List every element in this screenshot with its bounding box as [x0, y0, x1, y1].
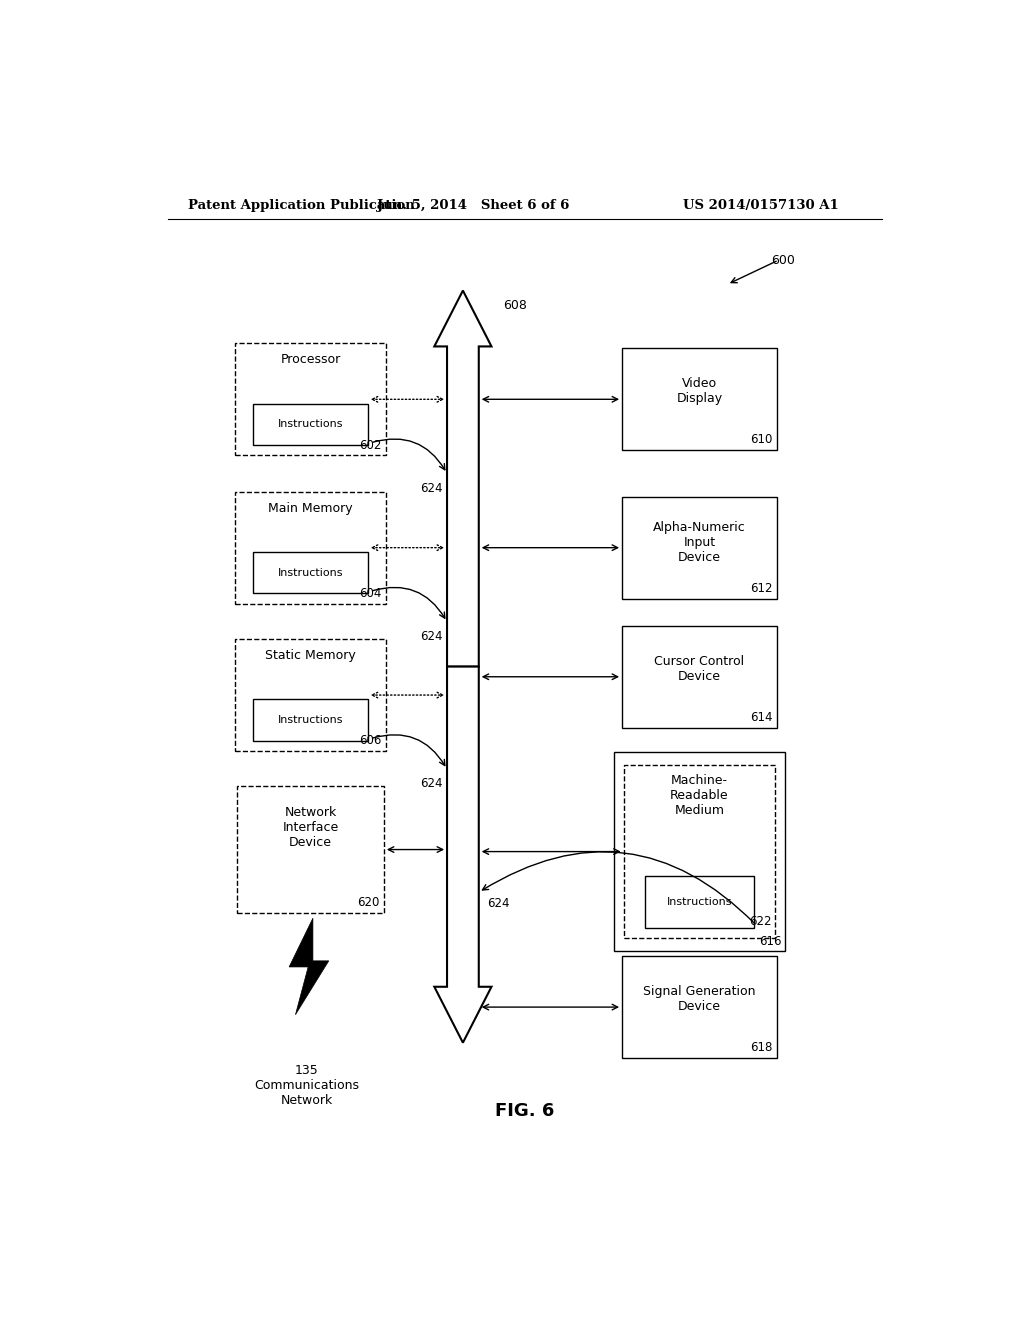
Text: 606: 606	[359, 734, 382, 747]
FancyBboxPatch shape	[236, 639, 386, 751]
Text: Signal Generation
Device: Signal Generation Device	[643, 985, 756, 1012]
Polygon shape	[434, 667, 492, 1043]
Text: Instructions: Instructions	[278, 568, 343, 578]
Text: 624: 624	[421, 630, 443, 643]
Text: Processor: Processor	[281, 354, 341, 366]
Text: 620: 620	[357, 896, 380, 909]
Text: 624: 624	[421, 777, 443, 791]
Ellipse shape	[244, 1072, 281, 1110]
Text: 135
Communications
Network: 135 Communications Network	[254, 1064, 359, 1107]
Text: Video
Display: Video Display	[676, 378, 723, 405]
Bar	[622, 496, 777, 598]
Ellipse shape	[262, 1086, 303, 1126]
Text: Instructions: Instructions	[667, 898, 732, 907]
Ellipse shape	[328, 1100, 365, 1134]
Ellipse shape	[319, 1041, 360, 1086]
Ellipse shape	[283, 1023, 331, 1072]
Text: 618: 618	[751, 1041, 773, 1055]
Text: 616: 616	[759, 935, 781, 948]
Text: 622: 622	[750, 915, 772, 928]
Ellipse shape	[309, 1086, 351, 1126]
Bar	[238, 785, 384, 913]
Ellipse shape	[254, 1043, 296, 1088]
Text: 624: 624	[421, 482, 443, 495]
Text: 608: 608	[504, 300, 527, 313]
Bar	[622, 956, 777, 1057]
Text: 604: 604	[359, 587, 382, 599]
Text: FIG. 6: FIG. 6	[496, 1102, 554, 1119]
Bar	[253, 404, 368, 445]
Bar	[622, 626, 777, 727]
Bar	[622, 348, 777, 450]
FancyBboxPatch shape	[236, 492, 386, 603]
FancyBboxPatch shape	[236, 343, 386, 455]
Text: Alpha-Numeric
Input
Device: Alpha-Numeric Input Device	[653, 521, 745, 564]
Text: US 2014/0157130 A1: US 2014/0157130 A1	[683, 198, 839, 211]
Ellipse shape	[333, 1069, 370, 1109]
Text: 602: 602	[359, 438, 382, 451]
Text: Cursor Control
Device: Cursor Control Device	[654, 655, 744, 682]
Polygon shape	[289, 919, 329, 1015]
Polygon shape	[434, 290, 492, 667]
Text: Instructions: Instructions	[278, 420, 343, 429]
Text: 614: 614	[751, 711, 773, 723]
Bar	[614, 752, 784, 950]
Text: Machine-
Readable
Medium: Machine- Readable Medium	[670, 774, 729, 817]
Bar	[253, 552, 368, 594]
Text: Static Memory: Static Memory	[265, 649, 356, 661]
Text: Jun. 5, 2014   Sheet 6 of 6: Jun. 5, 2014 Sheet 6 of 6	[377, 198, 569, 211]
Bar	[645, 876, 754, 928]
Bar	[253, 700, 368, 741]
Ellipse shape	[249, 1100, 285, 1134]
Text: 610: 610	[751, 433, 773, 446]
Text: Network
Interface
Device: Network Interface Device	[283, 805, 339, 849]
Text: Instructions: Instructions	[278, 715, 343, 725]
Text: 600: 600	[771, 253, 795, 267]
Text: Main Memory: Main Memory	[268, 502, 353, 515]
Text: 612: 612	[751, 582, 773, 595]
Text: 624: 624	[486, 898, 509, 911]
Bar	[624, 764, 775, 939]
Ellipse shape	[279, 1096, 334, 1137]
Text: Patent Application Publication: Patent Application Publication	[187, 198, 415, 211]
